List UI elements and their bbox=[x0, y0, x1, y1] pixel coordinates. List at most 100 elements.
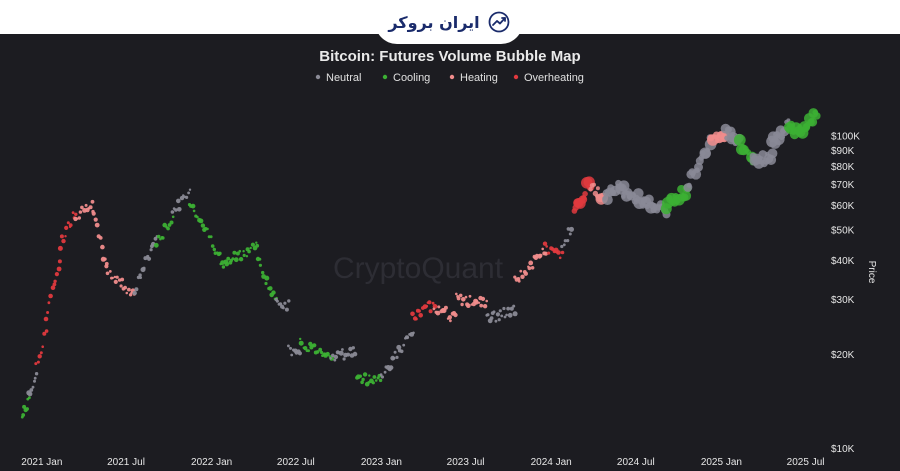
data-point-neutral bbox=[497, 318, 501, 322]
data-point-neutral bbox=[507, 312, 513, 318]
data-point-cooling bbox=[378, 378, 383, 383]
data-point-overheating bbox=[47, 301, 51, 305]
data-point-neutral bbox=[412, 331, 415, 335]
data-point-overheating bbox=[410, 311, 415, 317]
data-point-cooling bbox=[226, 256, 231, 261]
data-point-heating bbox=[437, 305, 441, 309]
data-point-heating bbox=[460, 302, 464, 307]
data-point-neutral bbox=[284, 307, 289, 312]
data-point-neutral bbox=[177, 207, 182, 212]
y-axis-label: Price bbox=[866, 261, 877, 284]
data-point-neutral bbox=[138, 273, 142, 277]
legend-item-heating[interactable]: Heating bbox=[449, 72, 498, 84]
data-point-neutral bbox=[512, 311, 518, 317]
data-point-heating bbox=[98, 236, 103, 240]
y-tick-label: $10K bbox=[831, 444, 855, 455]
legend-swatch bbox=[513, 74, 519, 80]
data-point-overheating bbox=[71, 211, 75, 215]
data-point-neutral bbox=[179, 195, 185, 201]
data-point-neutral bbox=[149, 248, 153, 252]
data-point-cooling bbox=[325, 351, 330, 357]
data-point-heating bbox=[120, 277, 125, 282]
data-point-overheating bbox=[61, 238, 66, 244]
data-point-heating bbox=[480, 296, 486, 301]
data-point-overheating bbox=[44, 329, 49, 333]
y-tick-label: $60K bbox=[831, 201, 855, 212]
legend-item-neutral[interactable]: Neutral bbox=[315, 72, 362, 84]
data-point-neutral bbox=[348, 346, 353, 352]
data-point-neutral bbox=[392, 356, 396, 360]
data-point-neutral bbox=[694, 162, 703, 172]
data-point-neutral bbox=[341, 348, 344, 351]
legend-label: Neutral bbox=[326, 72, 361, 84]
data-point-neutral bbox=[560, 244, 564, 249]
data-point-neutral bbox=[379, 373, 383, 377]
data-point-heating bbox=[88, 205, 93, 210]
data-point-heating bbox=[541, 247, 544, 251]
data-point-cooling bbox=[299, 337, 302, 341]
data-point-cooling bbox=[374, 379, 378, 382]
data-point-heating bbox=[443, 305, 448, 310]
data-point-heating bbox=[595, 186, 600, 191]
data-point-neutral bbox=[33, 376, 37, 380]
x-tick-label: 2022 Jan bbox=[191, 457, 232, 468]
data-point-heating bbox=[517, 279, 521, 283]
data-point-cooling bbox=[318, 347, 323, 352]
data-point-overheating bbox=[417, 309, 421, 313]
data-point-cooling bbox=[268, 286, 273, 291]
data-point-heating bbox=[458, 293, 463, 298]
data-point-neutral bbox=[383, 370, 387, 374]
data-point-neutral bbox=[338, 350, 344, 356]
data-point-cooling bbox=[247, 249, 251, 254]
data-point-cooling bbox=[235, 251, 240, 256]
data-point-neutral bbox=[31, 385, 35, 389]
data-point-heating bbox=[477, 301, 481, 304]
data-point-heating bbox=[113, 279, 118, 284]
data-point-cooling bbox=[307, 349, 310, 353]
data-point-neutral bbox=[512, 304, 516, 308]
data-point-neutral bbox=[174, 208, 178, 212]
data-point-neutral bbox=[352, 351, 358, 357]
data-point-overheating bbox=[50, 285, 56, 291]
legend-swatch bbox=[449, 74, 455, 80]
legend-label: Cooling bbox=[393, 72, 430, 84]
data-point-neutral bbox=[176, 198, 181, 204]
legend-item-overheating[interactable]: Overheating bbox=[513, 72, 584, 84]
data-point-overheating bbox=[418, 313, 424, 318]
data-point-heating bbox=[104, 264, 109, 269]
data-point-overheating bbox=[547, 251, 551, 255]
data-point-cooling bbox=[25, 407, 30, 411]
data-point-heating bbox=[482, 304, 488, 309]
data-point-overheating bbox=[74, 212, 78, 216]
data-point-neutral bbox=[406, 336, 410, 339]
data-point-cooling bbox=[372, 375, 377, 379]
data-point-cooling bbox=[249, 246, 252, 250]
data-point-cooling bbox=[242, 250, 245, 253]
brand-logo-text: ایران بروکر bbox=[388, 12, 480, 32]
x-tick-label: 2023 Jul bbox=[447, 457, 485, 468]
data-point-neutral bbox=[287, 344, 290, 348]
data-point-cooling bbox=[238, 249, 242, 253]
data-point-overheating bbox=[43, 316, 49, 322]
data-point-overheating bbox=[425, 304, 429, 308]
data-point-heating bbox=[456, 296, 461, 301]
data-point-neutral bbox=[185, 195, 189, 199]
data-point-neutral bbox=[187, 191, 191, 195]
data-point-neutral bbox=[505, 313, 508, 317]
data-point-overheating bbox=[52, 282, 57, 287]
data-point-neutral bbox=[33, 379, 36, 383]
data-point-cooling bbox=[242, 253, 246, 257]
data-point-neutral bbox=[346, 352, 351, 357]
x-axis: 2021 Jan 2021 Jul 2022 Jan 2022 Jul 2023 Jan… bbox=[21, 457, 824, 468]
data-point-neutral bbox=[563, 239, 567, 243]
data-point-heating bbox=[528, 260, 534, 266]
data-point-heating bbox=[523, 271, 528, 276]
data-point-cooling bbox=[371, 381, 375, 385]
data-point-neutral bbox=[142, 266, 146, 270]
data-point-neutral bbox=[633, 188, 644, 199]
legend-item-cooling[interactable]: Cooling bbox=[382, 72, 431, 84]
brand-logo[interactable]: ایران بروکر bbox=[375, 0, 523, 44]
data-point-cooling bbox=[681, 191, 692, 201]
data-point-cooling bbox=[209, 235, 213, 239]
